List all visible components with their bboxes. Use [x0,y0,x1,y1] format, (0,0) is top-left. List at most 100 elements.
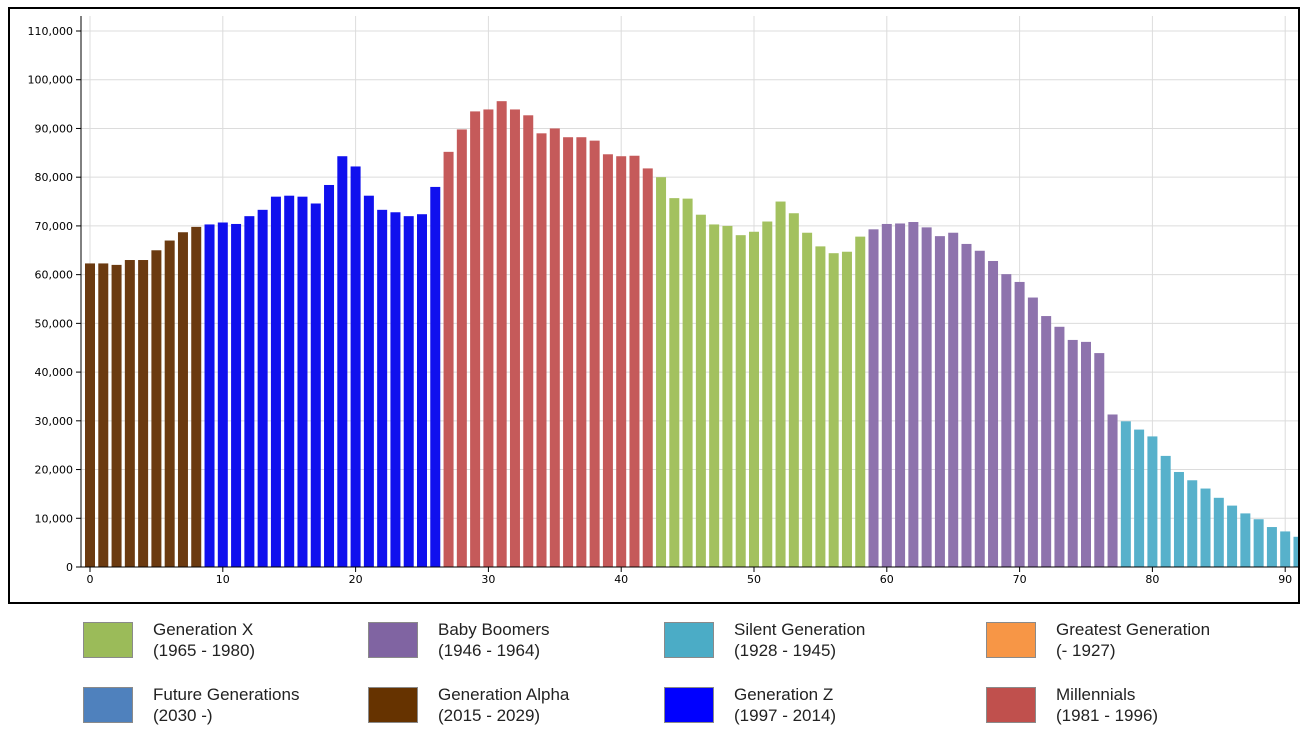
bar [1187,480,1198,567]
bar [177,232,188,567]
bar [284,195,295,567]
bar [682,198,693,567]
legend: Generation X (1965 - 1980) Baby Boomers (19… [0,610,1309,729]
bar [828,253,839,568]
bar [602,154,613,567]
y-tick-label: 20,000 [35,464,74,477]
legend-range: (1946 - 1964) [438,641,541,660]
legend-range: (1965 - 1980) [153,641,256,660]
bar [377,209,388,567]
bar [350,166,361,567]
bar [151,250,162,568]
x-tick-label: 40 [614,573,628,586]
bar [111,264,122,567]
bar [191,226,202,567]
bar [855,236,866,567]
bar [762,221,773,568]
bar [1014,281,1025,567]
x-tick-label: 30 [481,573,495,586]
bar [1240,513,1251,567]
x-tick-label: 0 [87,573,94,586]
bar [934,236,945,567]
legend-swatch [368,687,418,723]
bar [297,196,308,567]
y-tick-label: 70,000 [35,220,74,233]
bar [1081,341,1091,567]
legend-swatch [664,622,714,658]
legend-range: (1997 - 2014) [734,706,837,725]
bar [709,224,720,567]
bar [1041,316,1052,567]
bar [563,137,574,567]
bar [1173,471,1184,567]
bar [98,263,109,567]
x-tick-label: 90 [1278,573,1292,586]
bar [1160,455,1171,567]
bar [417,214,427,567]
bar [270,196,281,567]
bar [589,140,600,568]
y-tick-label: 10,000 [35,512,74,525]
bar [456,129,467,568]
legend-item-future-generations: Future Generations (2030 -) [83,684,299,726]
bar [1253,519,1264,567]
bar [841,251,852,567]
legend-label: Silent Generation (1928 - 1945) [734,619,865,661]
y-tick-label: 90,000 [35,122,74,135]
legend-label: Generation Alpha (2015 - 2029) [438,684,569,726]
bar [324,184,335,567]
x-tick-label: 50 [747,573,761,586]
bar [642,168,653,568]
bar [483,109,494,567]
bar [908,222,919,567]
bar [1094,353,1105,567]
chart-frame: 0 10,000 20,000 30,000 40,000 50,000 60,000 70,… [8,7,1300,604]
bar [363,195,374,567]
bar [470,111,481,568]
x-tick-label: 70 [1013,573,1027,586]
legend-label: Greatest Generation (- 1927) [1056,619,1210,661]
bar [616,156,627,567]
legend-range: (1928 - 1945) [734,641,837,660]
y-tick-label: 50,000 [35,317,74,330]
legend-label: Future Generations (2030 -) [153,684,299,726]
legend-name: Silent Generation [734,620,866,639]
bars [85,101,1298,568]
bar [1001,274,1012,567]
bar [1266,527,1277,567]
legend-item-millennials: Millennials (1981 - 1996) [986,684,1158,726]
bar [1054,326,1065,567]
y-tick-label: 100,000 [28,74,74,87]
bar [1227,505,1238,567]
legend-swatch [664,687,714,723]
population-bar-chart: 0 10,000 20,000 30,000 40,000 50,000 60,000 70,… [28,16,1298,586]
bar [881,223,892,567]
legend-range: (1981 - 1996) [1056,706,1159,725]
bar [217,222,228,568]
bar [204,224,215,567]
bar [629,155,640,567]
bar [1134,429,1145,567]
legend-range: (2030 -) [153,706,213,725]
bar [815,246,826,567]
x-tick-label: 60 [880,573,894,586]
legend-label: Generation Z (1997 - 2014) [734,684,836,726]
legend-label: Generation X (1965 - 1980) [153,619,255,661]
bar [961,243,972,568]
legend-name: Generation Z [734,685,834,704]
bar [549,128,560,568]
bar [1120,421,1131,567]
bar [390,212,401,568]
legend-name: Baby Boomers [438,620,550,639]
legend-item-baby-boomers: Baby Boomers (1946 - 1964) [368,620,550,661]
legend-swatch [83,622,133,658]
legend-name: Generation Alpha [438,685,570,704]
bar [921,227,932,567]
bar [138,260,149,567]
legend-label: Millennials (1981 - 1996) [1056,684,1158,726]
bar [85,263,95,567]
bar [576,137,587,567]
y-tick-label: 110,000 [28,25,74,38]
legend-range: (- 1927) [1056,641,1116,660]
bar [868,229,879,567]
